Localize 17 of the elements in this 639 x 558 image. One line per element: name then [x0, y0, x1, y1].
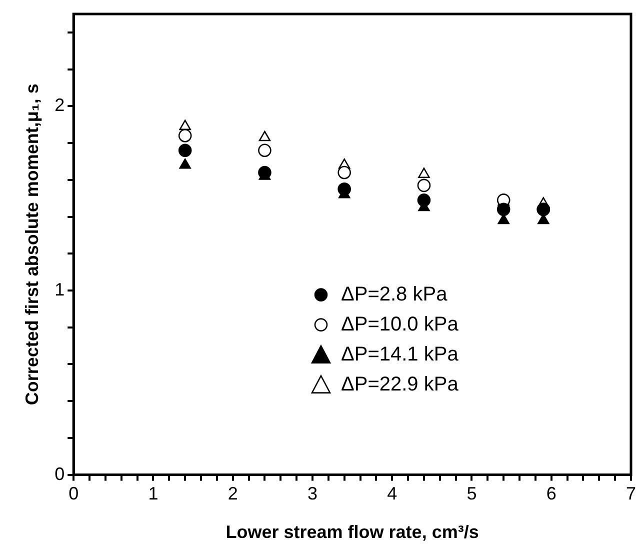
x-tick-label: 5 — [466, 484, 477, 504]
y-tick-label: 0 — [54, 464, 65, 484]
x-tick-label: 4 — [387, 484, 398, 504]
x-axis-title: Lower stream flow rate, cm³/s — [226, 522, 479, 542]
x-tick-label: 6 — [546, 484, 556, 504]
y-tick-label: 1 — [54, 279, 65, 300]
legend-label: ΔP=10.0 kPa — [340, 313, 460, 336]
y-tick-label: 2 — [54, 95, 65, 116]
x-tick-label: 0 — [68, 484, 79, 504]
x-tick-label: 7 — [626, 484, 636, 504]
y-axis-title: Corrected first absolute moment,μ₁, s — [22, 84, 42, 406]
x-tick-label: 2 — [228, 484, 238, 504]
legend-label: ΔP=22.9 kPa — [340, 373, 460, 396]
legend-label: ΔP=2.8 kPa — [340, 283, 448, 306]
x-tick-label: 1 — [148, 484, 158, 504]
x-tick-label: 3 — [307, 484, 318, 504]
legend-label: ΔP=14.1 kPa — [340, 343, 460, 366]
